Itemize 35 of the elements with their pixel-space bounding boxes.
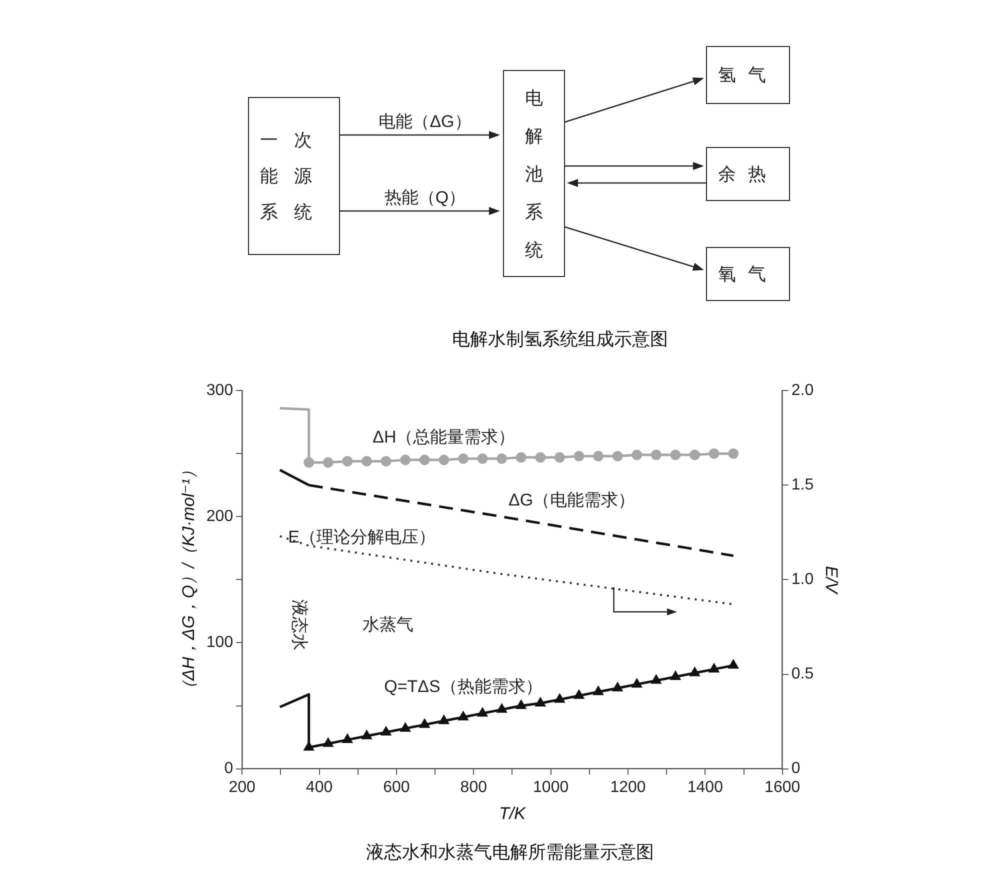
text: 液态水和水蒸气电解所需能量示意图	[366, 842, 654, 862]
y2-tick-label: 0.5	[791, 666, 814, 683]
x-tick-label: 1000	[533, 778, 569, 796]
y2-tick-label: 2.0	[791, 382, 814, 400]
text-box: 氧气	[706, 247, 790, 301]
x-tick-label: 1600	[764, 778, 800, 796]
x-tick-label: 400	[306, 778, 333, 796]
text: 电能（ΔG）	[378, 111, 472, 133]
text-box: 一次能源系统	[248, 97, 340, 255]
text: 电解水制氢系统组成示意图	[451, 328, 669, 351]
x-tick-label: 1200	[610, 778, 646, 796]
x-axis-title: T/K	[499, 804, 526, 823]
y-tick-label: 0	[224, 760, 234, 778]
x-tick-label: 800	[460, 778, 488, 796]
text-box: 氢气	[706, 46, 790, 104]
y-tick-label: 200	[206, 508, 234, 526]
annotation: 水蒸气	[362, 614, 414, 634]
y-tick-label: 300	[206, 382, 234, 400]
text-box: 余热	[706, 147, 790, 201]
series-label: ΔH（总能量需求）	[372, 428, 516, 447]
x-tick-label: 600	[383, 778, 410, 796]
y2-tick-label: 0	[791, 760, 800, 778]
x-tick-label: 200	[228, 778, 256, 796]
y2-axis-title: E/V	[822, 566, 842, 596]
y-axis-title: （ΔH，ΔG，Q）/（KJ·mol⁻¹）	[178, 462, 198, 698]
y-tick-label: 100	[206, 634, 234, 652]
text: 热能（Q）	[383, 187, 467, 209]
annotation: 液态水	[290, 600, 310, 651]
series-label: ΔG（电能需求）	[508, 490, 636, 510]
x-tick-label: 1400	[687, 778, 724, 796]
series-label: E（理论分解电压）	[288, 528, 436, 547]
y2-tick-label: 1.0	[791, 571, 814, 588]
text-box: 电解池系统	[503, 70, 565, 277]
y2-tick-label: 1.5	[791, 476, 814, 494]
series-label: Q=TΔS（热能需求）	[384, 676, 542, 696]
